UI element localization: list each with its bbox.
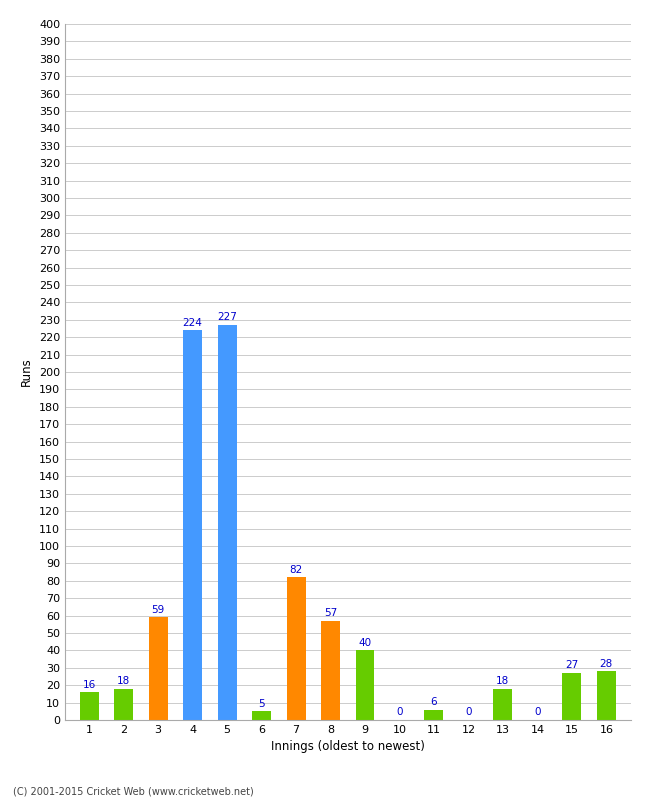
Text: 0: 0 (534, 707, 541, 718)
Bar (562, 673, 581, 720)
Text: (C) 2001-2015 Cricket Web (www.cricketweb.net): (C) 2001-2015 Cricket Web (www.cricketwe… (13, 786, 254, 796)
Text: 82: 82 (289, 565, 303, 574)
Bar (356, 650, 374, 720)
Bar (114, 689, 133, 720)
Bar (493, 689, 512, 720)
Text: 0: 0 (396, 707, 403, 718)
Bar (183, 330, 202, 720)
Bar (252, 711, 271, 720)
Text: 28: 28 (600, 658, 613, 669)
Bar (218, 325, 237, 720)
X-axis label: Innings (oldest to newest): Innings (oldest to newest) (271, 741, 424, 754)
Text: 18: 18 (117, 676, 130, 686)
Bar (424, 710, 443, 720)
Y-axis label: Runs: Runs (20, 358, 33, 386)
Text: 16: 16 (83, 679, 96, 690)
Text: 40: 40 (358, 638, 372, 648)
Text: 0: 0 (465, 707, 472, 718)
Text: 18: 18 (497, 676, 510, 686)
Bar (597, 671, 616, 720)
Text: 224: 224 (183, 318, 203, 328)
Bar (80, 692, 99, 720)
Text: 27: 27 (566, 661, 578, 670)
Text: 57: 57 (324, 608, 337, 618)
Text: 5: 5 (258, 698, 265, 709)
Bar (287, 578, 305, 720)
Text: 59: 59 (151, 605, 164, 614)
Text: 6: 6 (431, 697, 437, 707)
Bar (321, 621, 340, 720)
Bar (149, 618, 168, 720)
Text: 227: 227 (217, 313, 237, 322)
